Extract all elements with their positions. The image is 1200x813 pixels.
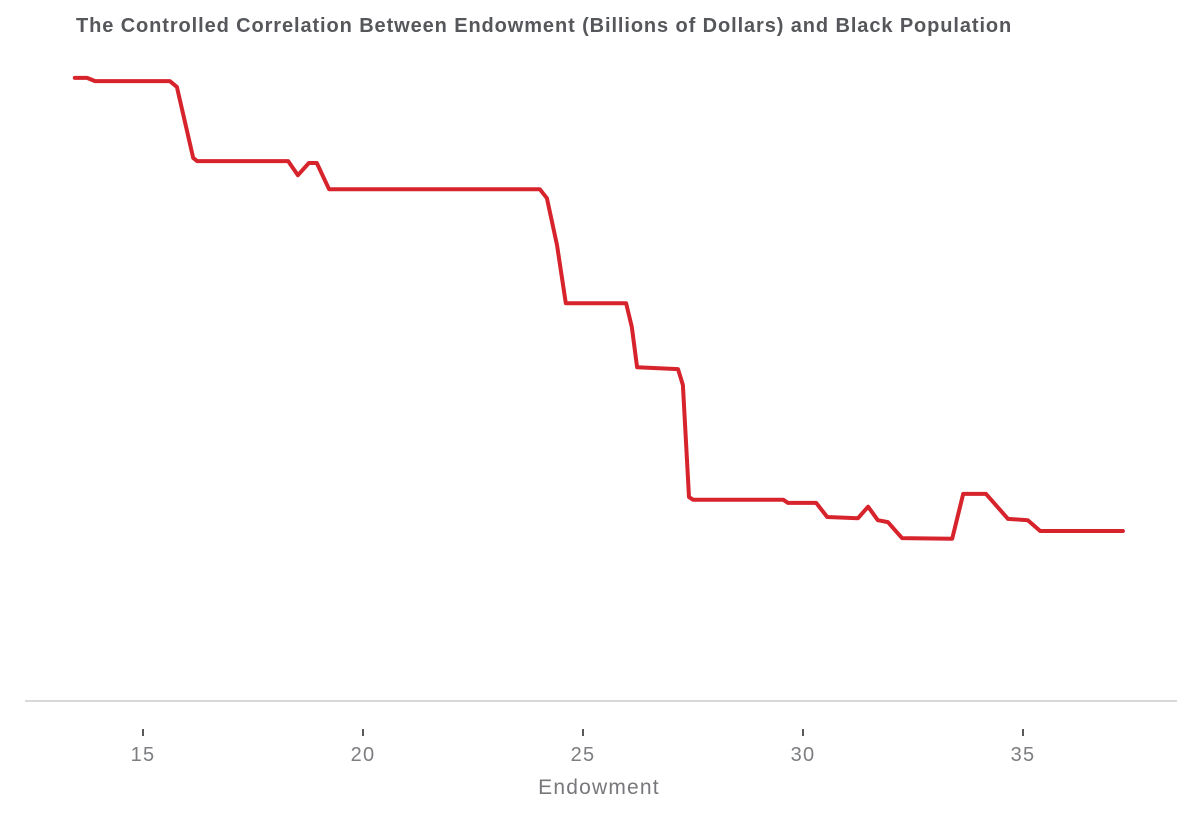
trend-line (72, 75, 1125, 541)
x-tick-mark (1022, 729, 1024, 736)
x-tick-mark (802, 729, 804, 736)
x-tick-label: 25 (571, 744, 596, 766)
x-axis-title: Endowment (538, 776, 660, 799)
x-tick-label: 30 (791, 744, 816, 766)
chart-title: The Controlled Correlation Between Endow… (76, 15, 1013, 37)
plot-area: 15 20 25 30 35 (25, 75, 1177, 766)
x-tick-mark (582, 729, 584, 736)
x-tick-mark (142, 729, 144, 736)
x-tick-label: 20 (351, 744, 376, 766)
x-tick-label: 15 (131, 744, 156, 766)
x-tick-label: 35 (1011, 744, 1036, 766)
x-tick-mark (362, 729, 364, 736)
